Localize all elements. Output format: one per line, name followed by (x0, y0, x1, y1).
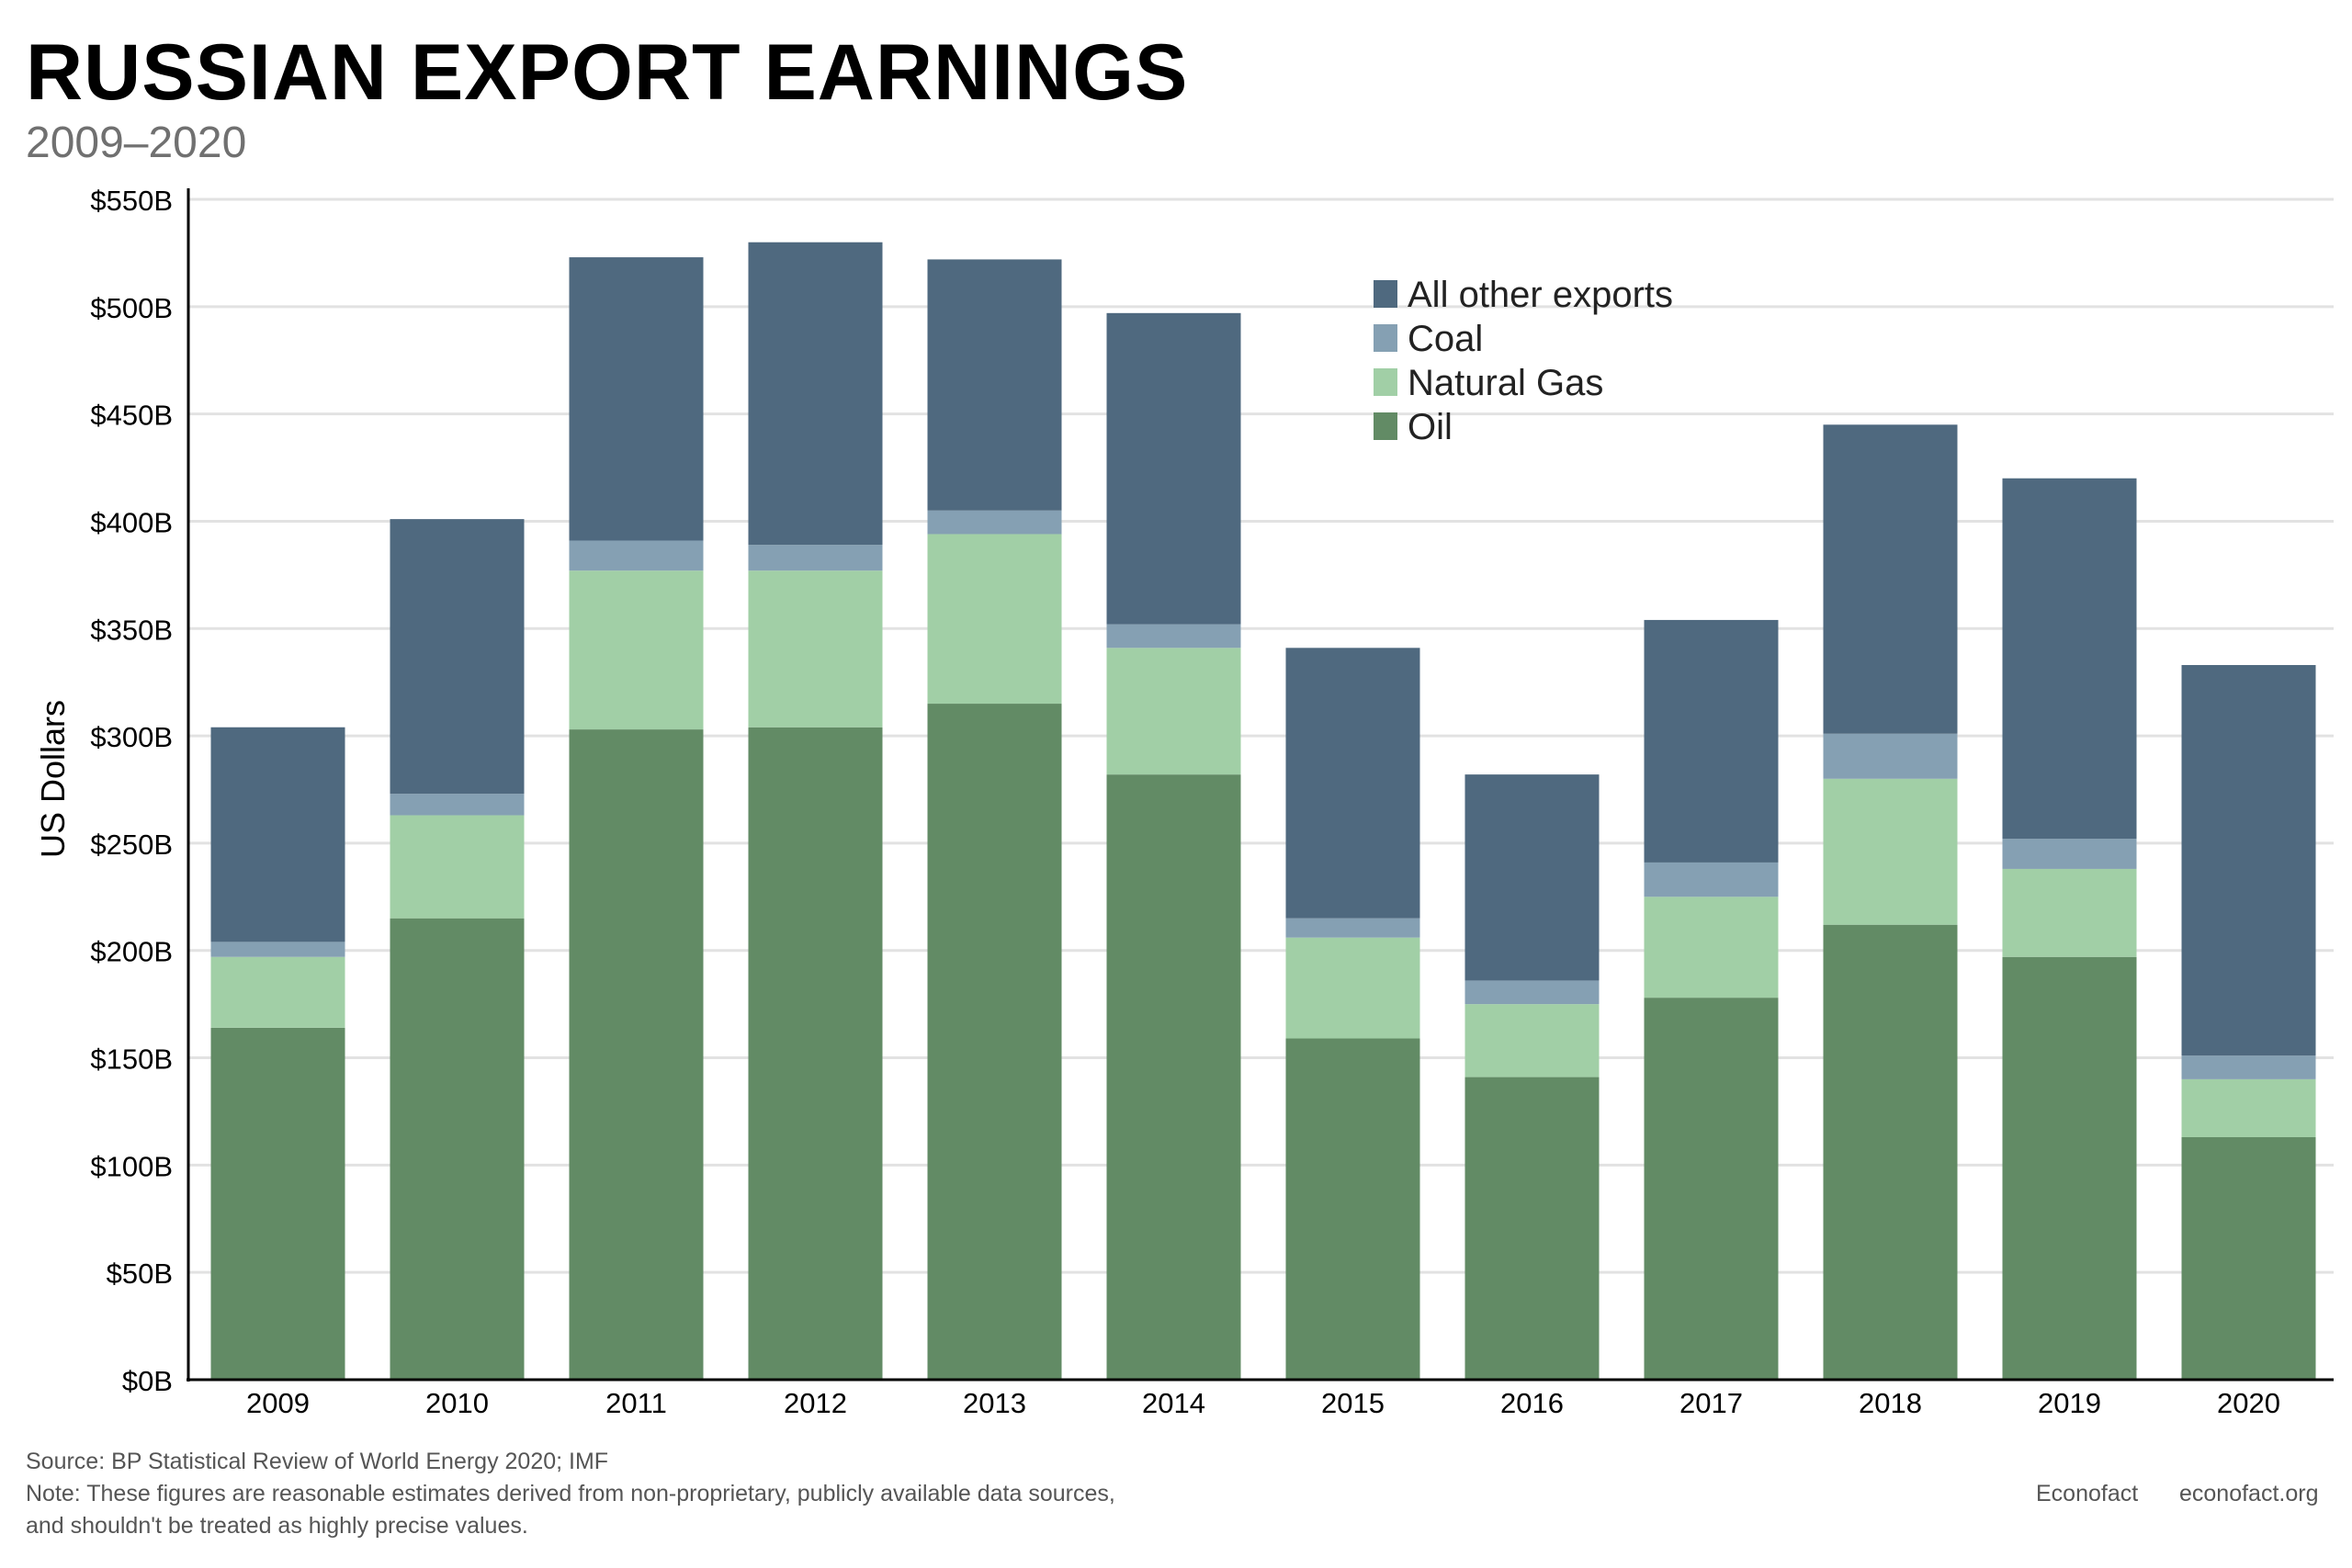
legend-swatch (1374, 324, 1397, 352)
legend-swatch (1374, 368, 1397, 396)
bars (210, 242, 2316, 1380)
gridlines (188, 197, 2334, 1274)
legend-label: Natural Gas (1408, 363, 1603, 403)
bar-all-other-exports-2015 (1285, 648, 1420, 919)
bar-natural-gas-2009 (210, 956, 345, 1028)
bar-all-other-exports-2016 (1464, 774, 1600, 981)
bar-all-other-exports-2017 (1644, 619, 1779, 863)
y-tick-label: $50B (107, 1258, 173, 1290)
bar-natural-gas-2014 (1106, 648, 1241, 775)
x-tick-label: 2013 (963, 1387, 1026, 1419)
bar-oil-2011 (569, 729, 704, 1380)
x-tick-label: 2015 (1321, 1387, 1385, 1419)
bar-natural-gas-2011 (569, 570, 704, 730)
y-axis-label: US Dollars (34, 700, 72, 858)
y-tick-label: $250B (90, 829, 173, 861)
bar-oil-2018 (1823, 924, 1958, 1380)
y-tick-label: $200B (90, 936, 173, 968)
brand-label: Econofact (2036, 1481, 2139, 1506)
bar-natural-gas-2012 (748, 570, 883, 728)
bar-all-other-exports-2010 (390, 519, 525, 795)
y-tick-label: $0B (122, 1365, 173, 1397)
y-tick-label: $500B (90, 292, 173, 324)
bar-oil-2010 (390, 918, 525, 1380)
y-tick-label: $150B (90, 1043, 173, 1076)
bar-all-other-exports-2013 (927, 259, 1062, 511)
source-note: Source: BP Statistical Review of World E… (26, 1449, 609, 1474)
bar-all-other-exports-2020 (2181, 664, 2316, 1056)
bar-coal-2014 (1106, 624, 1241, 649)
bar-coal-2013 (927, 510, 1062, 535)
bar-all-other-exports-2018 (1823, 424, 1958, 734)
bar-natural-gas-2015 (1285, 937, 1420, 1039)
bar-coal-2020 (2181, 1055, 2316, 1079)
bar-oil-2009 (210, 1027, 345, 1380)
x-tick-label: 2010 (425, 1387, 489, 1419)
bar-natural-gas-2019 (2002, 868, 2137, 957)
bar-coal-2015 (1285, 918, 1420, 938)
y-tick-label: $550B (90, 185, 173, 217)
x-tick-label: 2020 (2217, 1387, 2280, 1419)
bar-all-other-exports-2011 (569, 257, 704, 541)
site-label: econofact.org (2179, 1481, 2319, 1506)
y-tick-label: $400B (90, 506, 173, 538)
legend-swatch (1374, 412, 1397, 440)
bar-oil-2017 (1644, 998, 1779, 1380)
y-tick-label: $100B (90, 1150, 173, 1182)
bar-oil-2015 (1285, 1038, 1420, 1380)
bar-natural-gas-2016 (1464, 1004, 1600, 1077)
bar-coal-2018 (1823, 733, 1958, 779)
bar-all-other-exports-2012 (748, 242, 883, 546)
legend-swatch (1374, 280, 1397, 308)
bar-natural-gas-2020 (2181, 1078, 2316, 1137)
bar-coal-2019 (2002, 839, 2137, 869)
bar-coal-2017 (1644, 862, 1779, 897)
x-tick-label: 2011 (605, 1387, 667, 1419)
x-tick-label: 2009 (246, 1387, 310, 1419)
bar-oil-2019 (2002, 956, 2137, 1380)
y-tick-label: $350B (90, 614, 173, 646)
bar-oil-2016 (1464, 1077, 1600, 1380)
bar-oil-2014 (1106, 774, 1241, 1380)
x-tick-label: 2018 (1859, 1387, 1922, 1419)
bar-all-other-exports-2019 (2002, 478, 2137, 840)
chart-subtitle: 2009–2020 (26, 118, 247, 167)
x-tick-label: 2017 (1679, 1387, 1743, 1419)
bar-natural-gas-2017 (1644, 897, 1779, 998)
x-tick-label: 2016 (1500, 1387, 1564, 1419)
y-tick-label: $300B (90, 721, 173, 753)
bar-natural-gas-2018 (1823, 778, 1958, 925)
bar-coal-2011 (569, 540, 704, 571)
x-tick-label: 2014 (1142, 1387, 1205, 1419)
legend-label: All other exports (1408, 275, 1673, 315)
bar-oil-2020 (2181, 1136, 2316, 1380)
bar-coal-2009 (210, 942, 345, 957)
bar-oil-2013 (927, 704, 1062, 1380)
y-tick-label: $450B (90, 400, 173, 432)
chart-title: RUSSIAN EXPORT EARNINGS (26, 28, 1189, 117)
bar-natural-gas-2010 (390, 815, 525, 919)
bar-coal-2016 (1464, 980, 1600, 1005)
bar-all-other-exports-2009 (210, 727, 345, 942)
bar-all-other-exports-2014 (1106, 312, 1241, 625)
bar-coal-2012 (748, 545, 883, 571)
legend-label: Coal (1408, 319, 1483, 359)
disclaimer-note: Note: These figures are reasonable estim… (26, 1481, 1115, 1539)
bar-oil-2012 (748, 727, 883, 1380)
axes: $0B $50B $100B $150B $200B $250B $300B $350B $40… (34, 185, 2334, 1419)
legend-label: Oil (1408, 407, 1453, 447)
x-tick-label: 2012 (784, 1387, 847, 1419)
bar-coal-2010 (390, 794, 525, 816)
x-tick-label: 2019 (2038, 1387, 2101, 1419)
bar-natural-gas-2013 (927, 534, 1062, 705)
